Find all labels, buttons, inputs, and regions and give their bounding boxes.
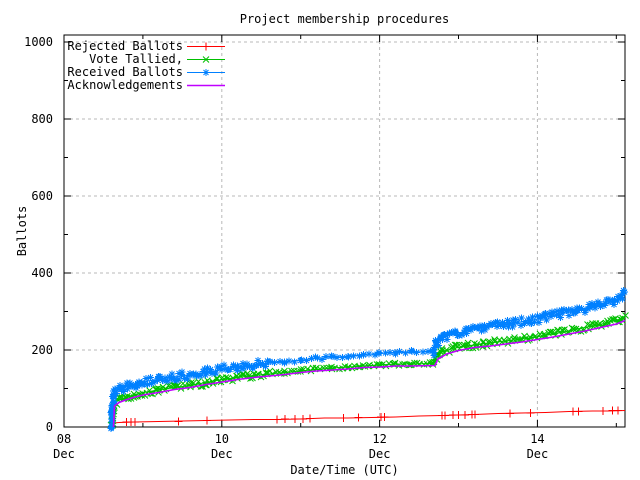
x-tick-label-month: Dec bbox=[369, 447, 391, 461]
plot-border bbox=[63, 34, 626, 428]
chart-title: Project membership procedures bbox=[239, 12, 450, 26]
legend-sample-marker-0 bbox=[202, 42, 210, 51]
x-tick-label-month: Dec bbox=[527, 447, 549, 461]
y-tick-label: 1000 bbox=[24, 35, 53, 49]
y-tick-label: 200 bbox=[31, 343, 53, 357]
y-tick-label: 400 bbox=[31, 266, 53, 280]
x-tick-label-day: 08 bbox=[57, 432, 71, 446]
series-line-3 bbox=[112, 319, 626, 428]
x-tick-label-day: 10 bbox=[215, 432, 229, 446]
series-markers-0 bbox=[122, 406, 622, 426]
legend-label-rejected-ballots: Rejected Ballots bbox=[67, 39, 183, 53]
y-tick-label: 800 bbox=[31, 112, 53, 126]
x-tick-label-month: Dec bbox=[53, 447, 75, 461]
legend-sample-marker-2 bbox=[202, 69, 210, 76]
x-axis-title: Date/Time (UTC) bbox=[290, 463, 399, 477]
y-tick-label: 600 bbox=[31, 189, 53, 203]
y-tick-label: 0 bbox=[46, 420, 53, 434]
series-markers-2 bbox=[107, 287, 628, 432]
x-tick-label-day: 14 bbox=[530, 432, 544, 446]
series-markers-1 bbox=[107, 312, 629, 429]
x-tick-label-day: 12 bbox=[372, 432, 386, 446]
legend-sample-marker-1 bbox=[202, 56, 210, 63]
legend-label-received-ballots: Received Ballots bbox=[67, 65, 183, 79]
legend-label-vote-tallied: Vote Tallied, bbox=[89, 52, 183, 66]
legend-label-acknowledgements: Acknowledgements bbox=[67, 78, 183, 92]
x-tick-label-month: Dec bbox=[211, 447, 233, 461]
series-line-0 bbox=[111, 409, 626, 428]
y-axis-title: Ballots bbox=[15, 205, 29, 257]
